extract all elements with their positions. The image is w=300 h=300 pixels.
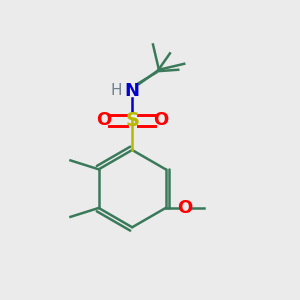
Text: O: O	[96, 111, 112, 129]
Text: O: O	[177, 199, 193, 217]
Text: S: S	[125, 111, 139, 130]
Text: H: H	[110, 83, 122, 98]
Text: O: O	[153, 111, 168, 129]
Text: N: N	[125, 82, 140, 100]
